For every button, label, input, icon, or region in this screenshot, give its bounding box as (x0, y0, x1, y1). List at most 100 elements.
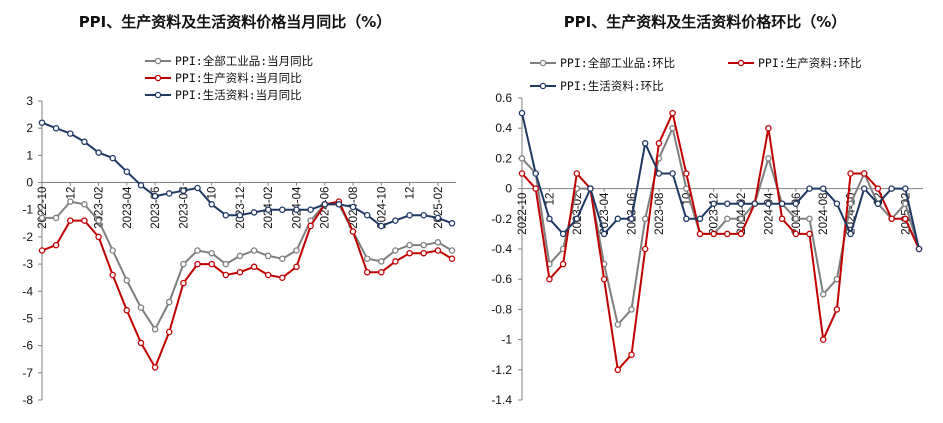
data-point (614, 321, 622, 328)
legend-swatch-marker (154, 91, 162, 99)
data-point (420, 241, 427, 249)
data-point (860, 185, 868, 192)
data-point (137, 339, 145, 347)
data-point (151, 364, 159, 371)
data-point (792, 215, 800, 223)
data-point (264, 206, 272, 213)
data-point (448, 255, 456, 262)
y-tick-label: -0.8 (491, 302, 512, 316)
data-point (349, 203, 357, 211)
chart-ppi-mom: PPI、生产资料及生活资料价格环比（%） 0.6 0.4 0.2 0 -0.2 -0.4 -… (491, 13, 923, 407)
data-point (67, 130, 74, 137)
data-point (532, 170, 539, 177)
data-point (448, 247, 456, 254)
data-point (518, 170, 526, 177)
data-point (151, 326, 159, 333)
data-point (888, 185, 895, 192)
data-point (52, 124, 60, 132)
data-point (95, 217, 102, 224)
data-point (573, 215, 581, 223)
data-point (724, 215, 731, 223)
data-point (236, 268, 244, 276)
data-point (208, 260, 215, 268)
data-point (559, 230, 567, 238)
data-point (180, 187, 187, 194)
data-point (279, 274, 286, 281)
data-point (109, 154, 116, 162)
data-point (236, 211, 244, 219)
data-point (546, 215, 553, 223)
data-point (683, 170, 690, 177)
data-point (321, 201, 329, 208)
data-point (448, 220, 456, 227)
data-point (628, 351, 635, 358)
data-point (669, 170, 676, 177)
data-point (165, 190, 173, 197)
y-tick-label: -0.6 (491, 272, 512, 286)
data-point (724, 230, 731, 238)
x-tick-label: 12 (544, 193, 556, 206)
data-point (250, 263, 258, 271)
y-tick-label: 0.6 (495, 91, 512, 105)
y-tick-label: -5 (22, 311, 33, 325)
data-point (559, 260, 567, 268)
data-point (279, 255, 286, 262)
data-point (151, 192, 159, 200)
data-point (109, 247, 116, 254)
data-point (902, 215, 909, 223)
y-tick-label: -3 (22, 257, 33, 271)
data-point (194, 184, 201, 192)
x-tick-label: 2025-02 (433, 187, 445, 229)
data-point (655, 170, 663, 177)
chart-title: PPI、生产资料及生活资料价格当月同比（%） (79, 13, 392, 31)
x-tick-label: 10 (207, 187, 219, 200)
data-point (194, 260, 201, 268)
data-point (81, 201, 88, 208)
data-point (264, 252, 272, 260)
data-point (888, 215, 895, 223)
data-point (222, 211, 230, 219)
data-point (307, 206, 314, 213)
data-point (600, 275, 608, 283)
data-point (683, 185, 690, 192)
data-point (847, 230, 854, 238)
data-point (406, 241, 413, 249)
data-point (194, 247, 201, 254)
data-point (378, 222, 385, 230)
data-point (628, 215, 635, 223)
data-point (710, 200, 717, 207)
data-point (95, 149, 102, 156)
data-point (518, 155, 526, 162)
data-point (38, 247, 46, 254)
data-point (67, 217, 74, 224)
data-point (641, 245, 649, 253)
data-point (614, 215, 622, 223)
data-point (737, 215, 745, 223)
data-point (406, 211, 413, 219)
x-tick-label: 2023-08 (654, 193, 666, 235)
data-point (434, 214, 442, 222)
data-point (628, 306, 635, 313)
data-point (123, 307, 131, 314)
data-point (307, 222, 314, 230)
legend-swatch-marker (154, 74, 162, 82)
data-point (765, 200, 772, 207)
data-point (724, 200, 731, 207)
data-point (792, 200, 800, 207)
data-point (819, 336, 827, 343)
data-point (222, 271, 230, 279)
data-point (264, 271, 272, 279)
data-point (52, 214, 60, 222)
data-point (874, 185, 882, 192)
data-point (250, 209, 258, 216)
y-tick-label: 0.4 (495, 121, 512, 135)
y-tick-label: -7 (22, 366, 33, 380)
data-point (293, 263, 300, 271)
data-point (38, 119, 46, 126)
data-point (81, 138, 88, 146)
legend-swatch-marker (154, 57, 162, 65)
data-point (52, 241, 60, 249)
data-point (655, 140, 663, 147)
data-point (737, 230, 745, 238)
legend-label: PPI:全部工业品:当月同比 (175, 54, 313, 68)
